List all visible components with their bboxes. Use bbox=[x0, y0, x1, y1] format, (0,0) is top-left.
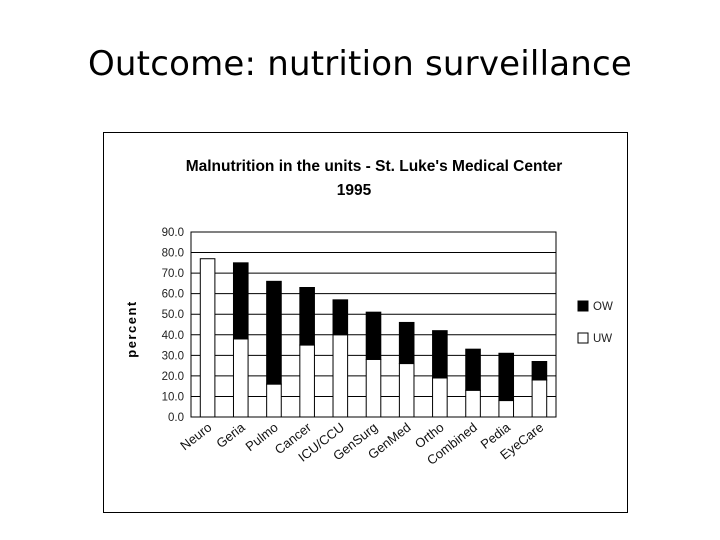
bar-uw bbox=[299, 344, 315, 418]
bar-uw bbox=[365, 358, 382, 418]
legend-label: UW bbox=[593, 333, 612, 345]
y-tick-label: 10.0 bbox=[162, 391, 184, 403]
y-tick-label: 40.0 bbox=[162, 330, 184, 342]
bar-ow bbox=[498, 352, 515, 402]
bar-uw bbox=[232, 338, 249, 418]
x-tick-labels: NeuroGeriaPulmoCancerICU/CCUGenSurgGenMe… bbox=[177, 419, 546, 468]
bar-uw bbox=[199, 258, 216, 418]
bar-uw bbox=[332, 334, 349, 418]
x-tick-label: Neuro bbox=[177, 420, 214, 454]
y-axis-label: percent bbox=[124, 300, 139, 357]
y-tick-label: 90.0 bbox=[162, 227, 184, 239]
bar-uw bbox=[432, 377, 448, 418]
bar-uw bbox=[498, 400, 515, 418]
plot-border bbox=[190, 231, 557, 418]
bar-ow bbox=[398, 321, 415, 365]
y-tick-label: 20.0 bbox=[162, 371, 184, 383]
x-tick-label: Geria bbox=[213, 419, 248, 451]
y-tick-label: 30.0 bbox=[162, 350, 184, 362]
chart: Malnutrition in the units - St. Luke's M… bbox=[124, 158, 613, 468]
legend-label: OW bbox=[593, 301, 613, 313]
bar-ow bbox=[465, 348, 481, 391]
bar-uw bbox=[531, 379, 548, 418]
chart-subtitle: 1995 bbox=[337, 182, 372, 199]
bar-ow bbox=[332, 299, 349, 336]
bar-uw bbox=[398, 363, 415, 418]
y-tick-label: 50.0 bbox=[162, 309, 184, 321]
chart-title: Malnutrition in the units - St. Luke's M… bbox=[186, 158, 563, 175]
y-tick-label: 60.0 bbox=[162, 289, 184, 301]
y-tick-labels: 0.0 10.0 20.0 30.0 40.0 50.0 60.0 70.0 80.0 90.0 bbox=[162, 227, 184, 424]
bar-ow bbox=[531, 361, 548, 381]
bar-uw bbox=[465, 389, 481, 418]
y-tick-label: 0.0 bbox=[168, 412, 184, 424]
y-tick-label: 70.0 bbox=[162, 268, 184, 280]
legend-swatch-ow bbox=[577, 300, 589, 312]
legend: OW UW bbox=[577, 300, 613, 345]
bar-ow bbox=[232, 262, 249, 340]
bar-ow bbox=[365, 311, 382, 360]
chart-frame: Malnutrition in the units - St. Luke's M… bbox=[103, 132, 628, 513]
legend-swatch-uw bbox=[577, 332, 589, 344]
slide-title: Outcome: nutrition surveillance bbox=[87, 44, 633, 84]
bar-ow bbox=[432, 330, 448, 379]
bar-uw bbox=[266, 383, 282, 418]
bars bbox=[199, 258, 548, 418]
bar-ow bbox=[299, 287, 315, 346]
y-tick-label: 80.0 bbox=[162, 248, 184, 260]
bar-ow bbox=[266, 280, 282, 385]
